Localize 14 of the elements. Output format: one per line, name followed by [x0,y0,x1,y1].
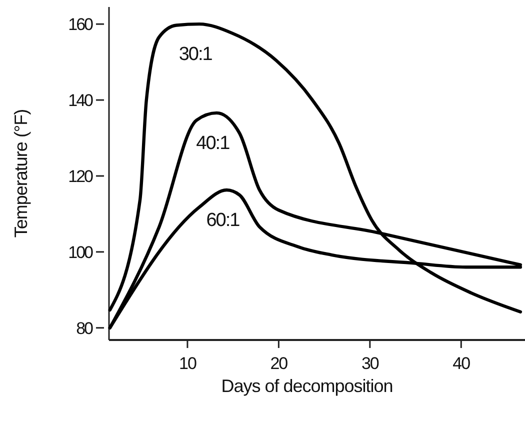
x-tick-label: 10 [178,354,196,373]
x-tick-label: 30 [361,354,379,373]
series-label: 40:1 [196,132,230,154]
y-axis-title: Temperature (°F) [11,109,31,238]
x-tick-label: 20 [270,354,288,373]
y-tick-label: 120 [68,166,94,186]
y-tick-label: 140 [68,90,94,110]
x-axis-title: Days of decomposition [221,376,393,396]
series-label: 60:1 [206,210,240,232]
series-label: 30:1 [178,44,212,66]
y-tick-label: 100 [68,242,94,262]
y-tick-label: 160 [68,15,94,34]
y-tick-label: 80 [76,318,94,338]
x-tick-label: 40 [452,354,470,373]
